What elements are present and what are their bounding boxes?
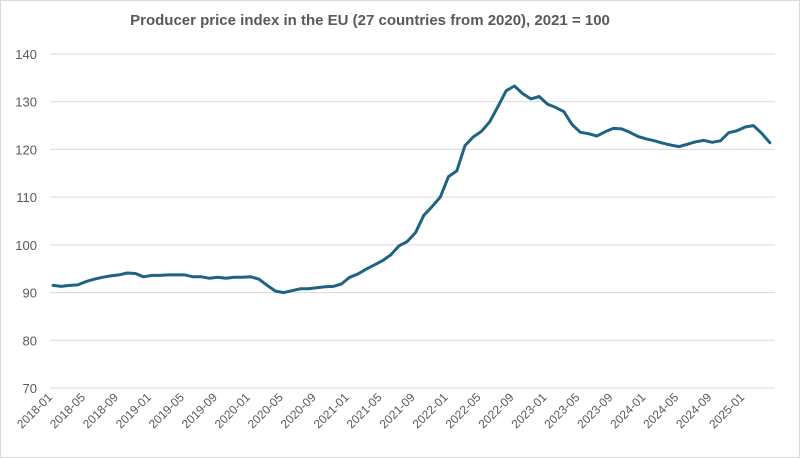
x-tick-label: 2022-05 [443, 390, 484, 431]
y-tick-label: 80 [23, 333, 37, 348]
x-tick-label: 2021-01 [311, 390, 352, 431]
x-tick-label: 2018-01 [14, 390, 55, 431]
x-tick-label: 2020-01 [212, 390, 253, 431]
x-tick-label: 2023-09 [574, 390, 615, 431]
x-tick-label: 2021-05 [344, 390, 385, 431]
x-tick-label: 2023-05 [541, 390, 582, 431]
x-tick-label: 2018-05 [47, 390, 88, 431]
x-tick-label: 2018-09 [80, 390, 121, 431]
series-line [51, 84, 772, 295]
x-tick-label: 2022-09 [476, 390, 517, 431]
x-tick-label: 2020-05 [245, 390, 286, 431]
x-tick-label: 2021-09 [377, 390, 418, 431]
x-tick-label: 2022-01 [410, 390, 451, 431]
x-tick-label: 2024-09 [673, 390, 714, 431]
x-tick-label: 2023-01 [508, 390, 549, 431]
x-tick-label: 2019-01 [113, 390, 154, 431]
x-tick-label: 2020-09 [278, 390, 319, 431]
x-tick-label: 2019-05 [146, 390, 187, 431]
y-tick-label: 120 [15, 142, 37, 157]
chart-title: Producer price index in the EU (27 count… [130, 12, 610, 29]
x-tick-label: 2025-01 [706, 390, 747, 431]
x-tick-label: 2024-01 [607, 390, 648, 431]
y-tick-label: 110 [16, 190, 37, 205]
x-tick-label: 2019-09 [179, 390, 220, 431]
y-tick-label: 100 [15, 238, 37, 253]
y-tick-label: 130 [15, 95, 37, 110]
y-tick-label: 140 [15, 47, 37, 62]
y-tick-label: 70 [23, 381, 37, 396]
x-tick-label: 2024-05 [640, 390, 681, 431]
y-tick-label: 90 [23, 286, 37, 301]
